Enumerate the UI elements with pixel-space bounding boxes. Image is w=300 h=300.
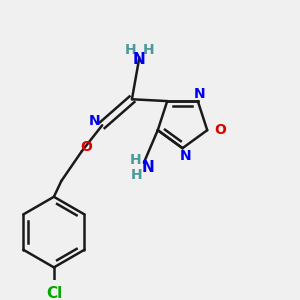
Text: H: H <box>143 43 154 57</box>
Text: N: N <box>179 148 191 163</box>
Text: O: O <box>80 140 92 154</box>
Text: H: H <box>130 153 141 167</box>
Text: H: H <box>124 43 136 57</box>
Text: H: H <box>130 168 142 182</box>
Text: N: N <box>89 114 100 128</box>
Text: N: N <box>133 52 146 67</box>
Text: N: N <box>194 87 206 101</box>
Text: O: O <box>214 123 226 137</box>
Text: N: N <box>142 160 155 175</box>
Text: Cl: Cl <box>46 286 62 300</box>
